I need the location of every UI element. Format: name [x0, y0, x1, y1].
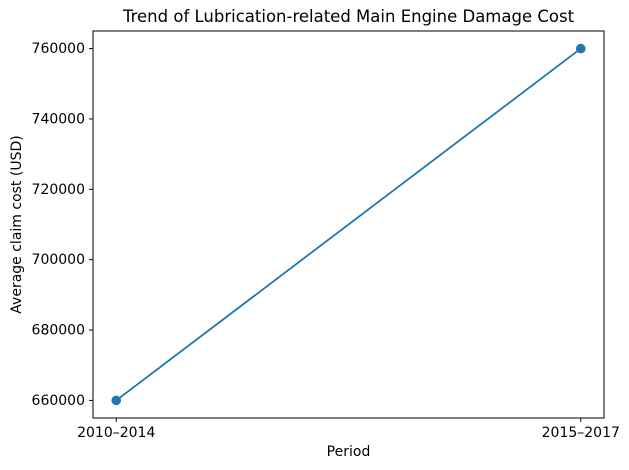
- plot-area: 660000 680000 700000 720000 740000 760000 2010…: [32, 30, 620, 441]
- x-axis-label: Period: [327, 444, 371, 460]
- x-tick-label: 2010–2014: [77, 425, 155, 441]
- trend-line: [115, 47, 582, 402]
- data-point-marker: [575, 43, 586, 54]
- y-axis-label: Average claim cost (USD): [9, 135, 25, 313]
- y-tick-label: 660000: [32, 393, 85, 409]
- y-tick-label: 720000: [32, 182, 85, 198]
- x-tick-label: 2015–2017: [542, 425, 620, 441]
- y-tick-label: 700000: [32, 252, 85, 268]
- chart-title: Trend of Lubrication-related Main Engine…: [122, 7, 575, 26]
- y-tick-label: 680000: [32, 323, 85, 339]
- data-point-marker: [111, 395, 122, 406]
- y-tick-label: 760000: [32, 41, 85, 57]
- y-tick-label: 740000: [32, 111, 85, 127]
